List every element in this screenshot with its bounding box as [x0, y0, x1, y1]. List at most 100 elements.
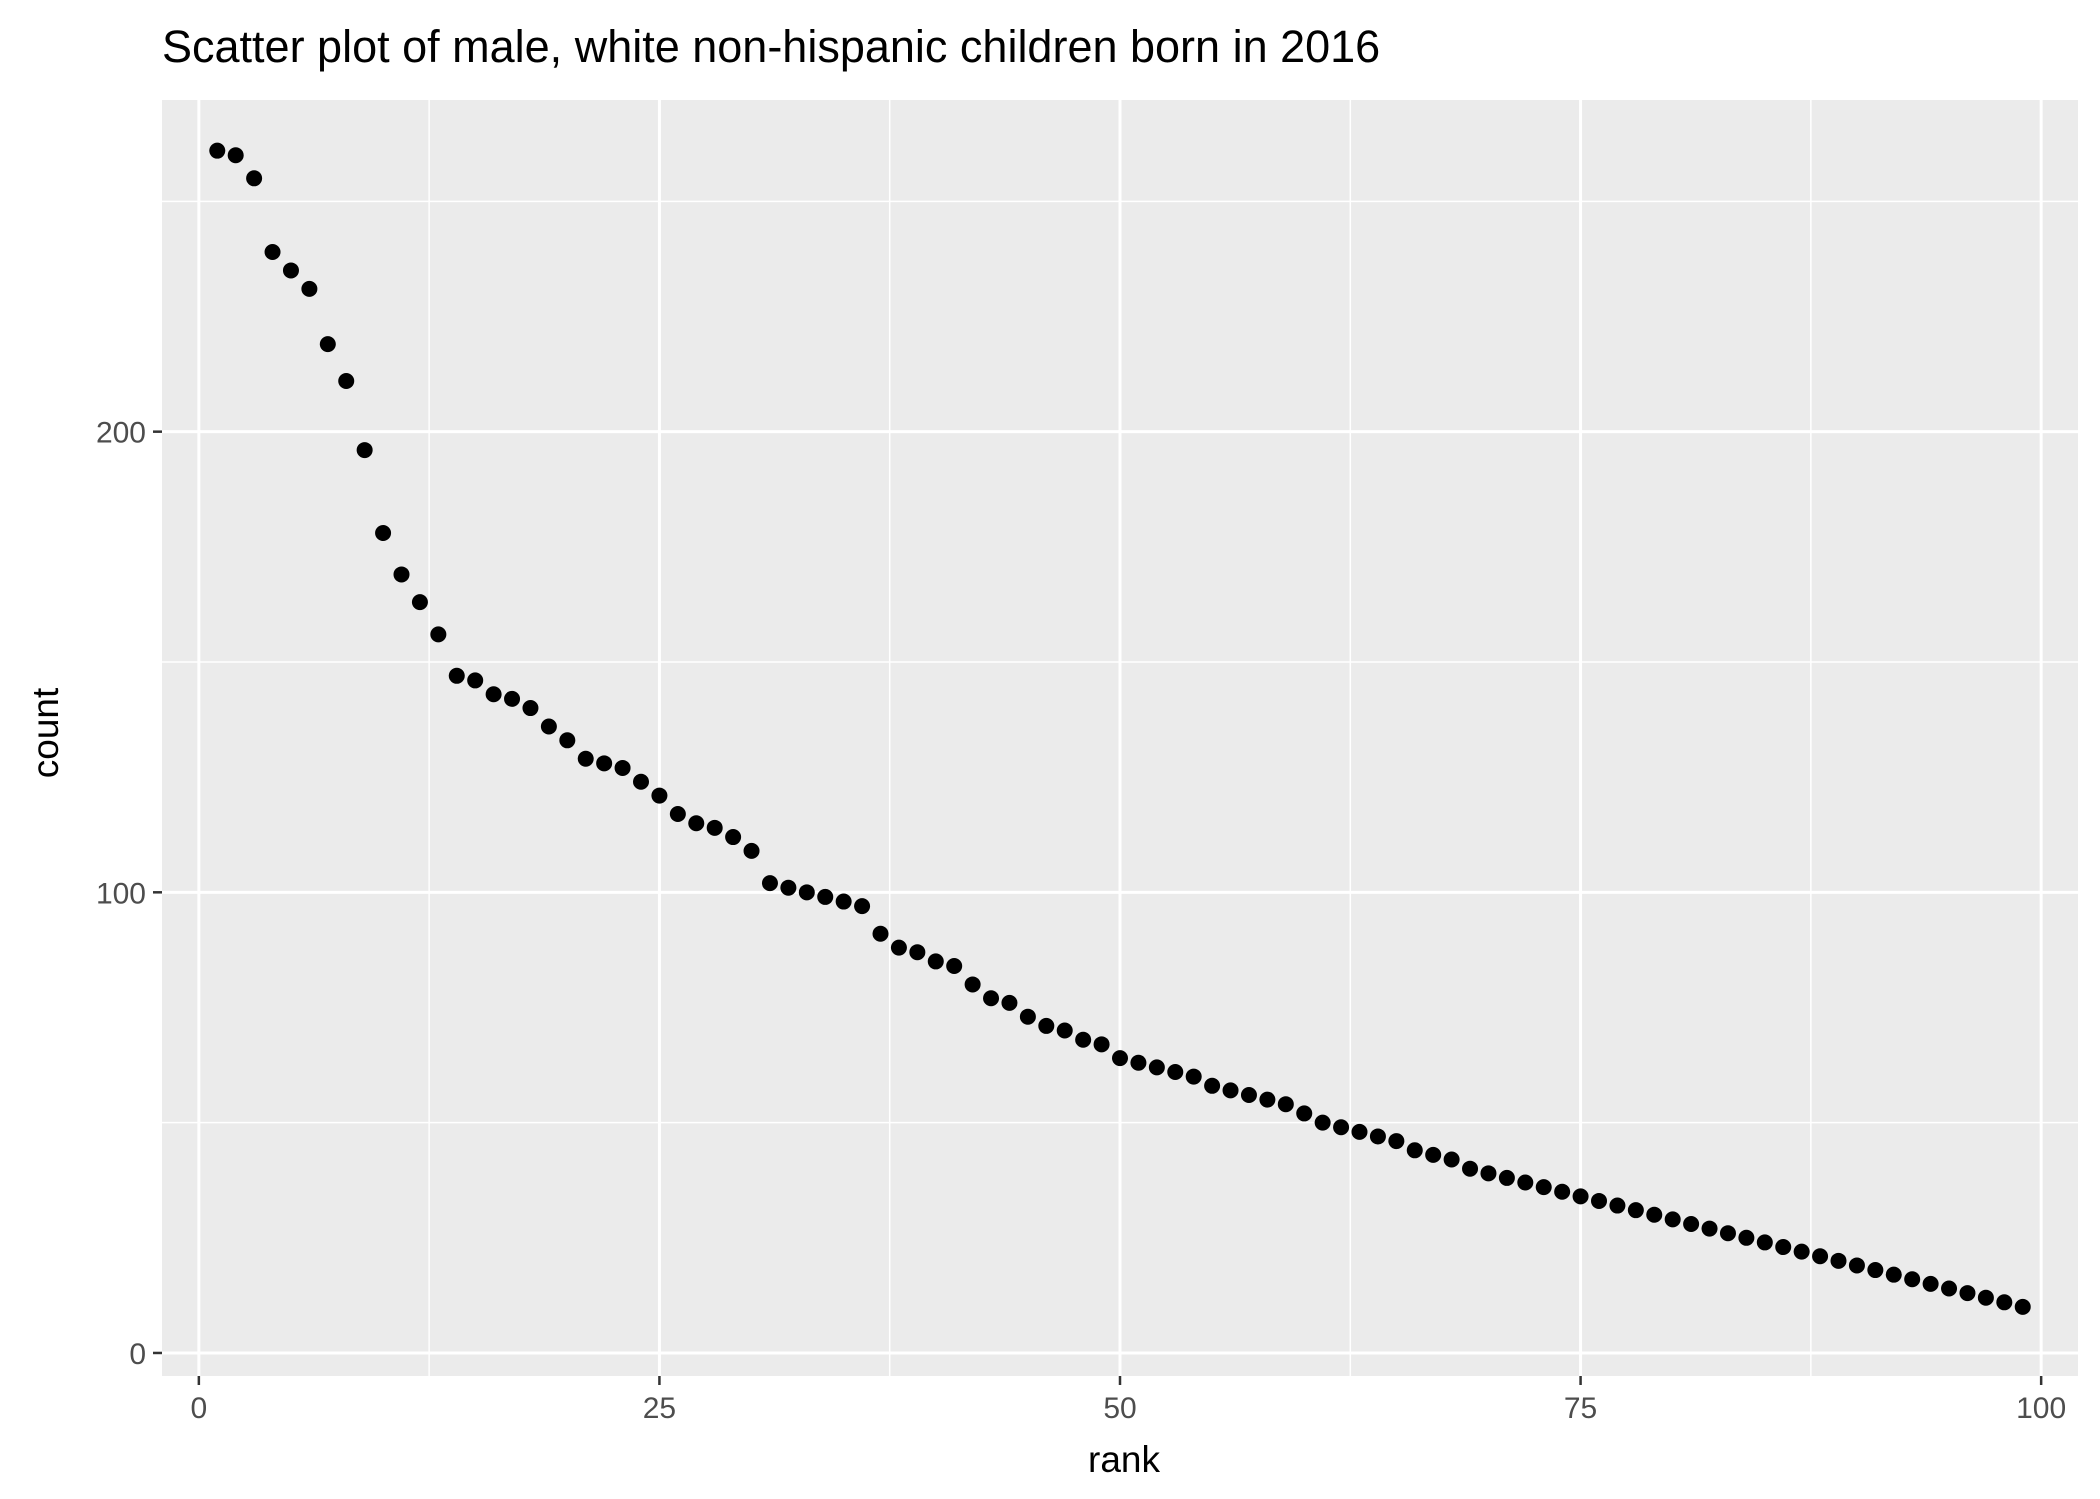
- data-point: [1314, 1114, 1331, 1131]
- data-point: [1535, 1179, 1552, 1196]
- x-tick-label: 75: [1564, 1392, 1597, 1425]
- data-point: [227, 147, 244, 164]
- data-point: [264, 244, 281, 261]
- data-point: [1462, 1160, 1479, 1177]
- x-axis-title: rank: [1088, 1439, 1160, 1480]
- data-point: [1075, 1031, 1092, 1048]
- data-point: [1406, 1142, 1423, 1159]
- data-point: [1425, 1146, 1442, 1163]
- y-tick-label: 100: [96, 877, 146, 910]
- data-point: [835, 893, 852, 910]
- data-point: [467, 672, 484, 689]
- y-axis-title: count: [25, 687, 66, 778]
- data-point: [780, 879, 797, 896]
- y-axis-tick-labels: 0 100 200: [96, 417, 146, 1371]
- data-point: [651, 787, 668, 804]
- chart-title: Scatter plot of male, white non-hispanic…: [162, 21, 1380, 72]
- data-point: [909, 944, 926, 961]
- data-point: [301, 280, 318, 297]
- data-point: [798, 884, 815, 901]
- data-point: [1959, 1285, 1976, 1302]
- data-point: [1609, 1197, 1626, 1214]
- data-point: [1185, 1068, 1202, 1085]
- data-point: [375, 525, 392, 542]
- x-tick-label: 0: [191, 1392, 208, 1425]
- data-point: [1775, 1239, 1792, 1256]
- data-point: [761, 875, 778, 892]
- data-point: [1793, 1243, 1810, 1260]
- data-point: [1830, 1252, 1847, 1269]
- data-point: [983, 990, 1000, 1007]
- data-point: [1388, 1133, 1405, 1150]
- data-point: [1738, 1229, 1755, 1246]
- data-point: [1001, 994, 1018, 1011]
- data-point: [1480, 1165, 1497, 1182]
- data-point: [1591, 1192, 1607, 1209]
- data-point: [669, 806, 686, 823]
- x-tick-label: 100: [2016, 1392, 2066, 1425]
- data-point: [1904, 1271, 1921, 1288]
- data-point: [319, 336, 336, 353]
- data-point: [1517, 1174, 1534, 1191]
- data-point: [448, 667, 465, 684]
- x-axis-tick-labels: 0 25 50 75 100: [191, 1392, 2067, 1425]
- data-point: [338, 372, 355, 389]
- data-point: [1756, 1234, 1773, 1251]
- data-point: [282, 262, 299, 279]
- data-point: [1222, 1082, 1239, 1099]
- y-tick-label: 0: [129, 1338, 146, 1371]
- data-point: [1130, 1054, 1147, 1071]
- data-point: [1056, 1022, 1073, 1039]
- data-point: [559, 732, 576, 749]
- data-point: [1627, 1202, 1644, 1219]
- data-point: [1112, 1050, 1128, 1067]
- data-point: [1498, 1169, 1515, 1186]
- axis-ticks: [153, 430, 2043, 1385]
- data-point: [946, 958, 963, 975]
- data-point: [614, 759, 631, 776]
- data-point: [817, 888, 834, 905]
- data-point: [577, 750, 594, 767]
- data-point: [1572, 1188, 1589, 1205]
- data-point: [725, 829, 742, 846]
- data-point: [1646, 1206, 1663, 1223]
- data-point: [706, 819, 723, 836]
- data-point: [411, 594, 428, 611]
- data-point: [1296, 1105, 1313, 1122]
- data-point: [854, 898, 871, 915]
- data-point: [1996, 1294, 2013, 1311]
- data-point: [1351, 1123, 1368, 1140]
- data-point: [1204, 1077, 1221, 1094]
- data-points: [209, 142, 2031, 1315]
- data-point: [504, 690, 521, 707]
- data-point: [209, 142, 226, 159]
- data-point: [633, 773, 649, 790]
- data-point: [1148, 1059, 1165, 1076]
- data-point: [688, 815, 705, 832]
- data-point: [596, 755, 613, 772]
- data-point: [1719, 1225, 1736, 1242]
- data-point: [246, 170, 263, 187]
- major-gridlines: [162, 100, 2078, 1376]
- data-point: [1093, 1036, 1110, 1053]
- data-point: [522, 700, 539, 717]
- data-point: [743, 842, 760, 859]
- data-point: [1369, 1128, 1386, 1145]
- data-point: [1922, 1275, 1939, 1292]
- data-point: [1259, 1091, 1276, 1108]
- data-point: [1812, 1248, 1829, 1265]
- data-point: [1664, 1211, 1681, 1228]
- data-point: [393, 566, 410, 583]
- x-tick-label: 50: [1103, 1392, 1136, 1425]
- data-point: [1240, 1087, 1257, 1104]
- data-point: [485, 686, 502, 703]
- data-point: [1941, 1280, 1958, 1297]
- y-tick-label: 200: [96, 417, 146, 450]
- data-point: [1885, 1266, 1902, 1283]
- data-point: [356, 442, 373, 459]
- x-tick-label: 25: [643, 1392, 676, 1425]
- data-point: [1443, 1151, 1460, 1168]
- data-point: [1977, 1289, 1994, 1306]
- data-point: [1701, 1220, 1718, 1237]
